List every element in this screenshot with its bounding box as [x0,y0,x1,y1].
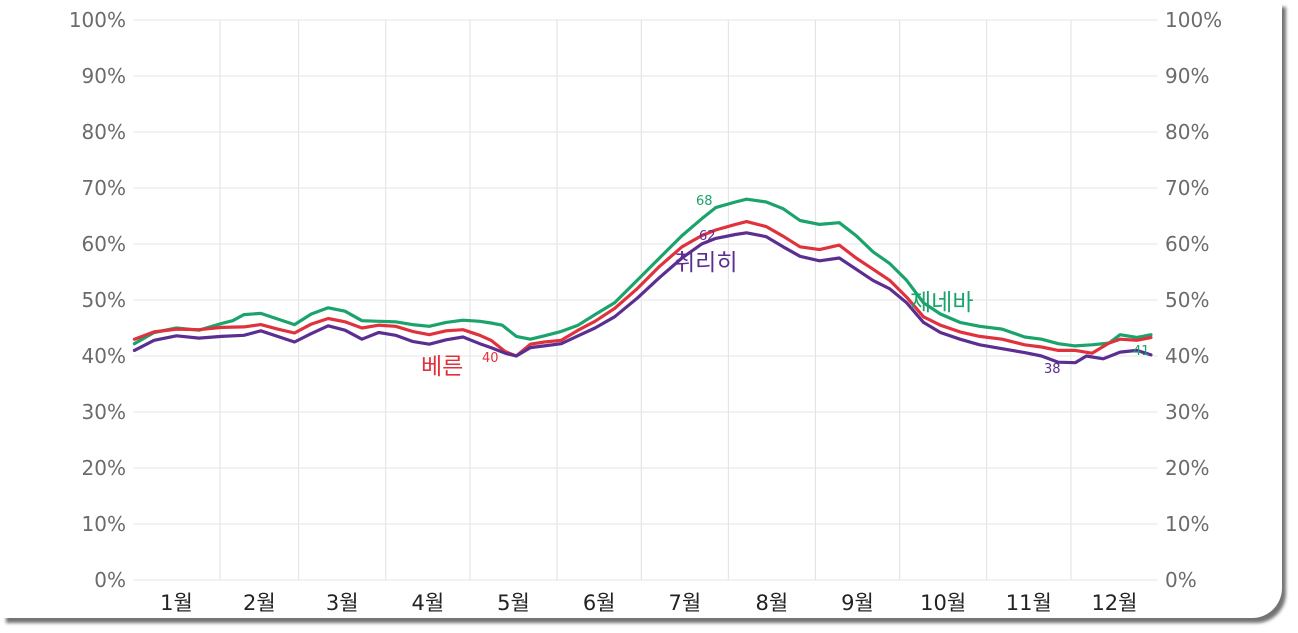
month-label: 5월 [497,591,530,615]
value-label-zurich-max: 62 [699,229,716,244]
y-tick-right: 40% [1165,344,1209,368]
series-line-0 [132,197,1153,348]
month-label: 8월 [756,591,789,615]
chart-card: 0% 10% 20% 30% 40% 50% 60% 70% 80% 90% 100% 0% 10% 2… [2,2,1282,618]
x-axis-months: 1월 2월 3월 4월 5월 6월 7월 8월 9월 10월 11월 12월 [160,591,1137,615]
y-tick-left: 90% [82,64,126,88]
y-tick-left: 0% [94,568,126,592]
month-label: 6월 [583,591,616,615]
y-tick-left: 100% [69,8,126,32]
y-tick-right: 70% [1165,176,1209,200]
y-tick-left: 30% [82,400,126,424]
series-name-bern: 베른 [421,354,463,380]
y-axis-right: 0% 10% 20% 30% 40% 50% 60% 70% 80% 90% 100% [1165,8,1222,592]
y-tick-right: 30% [1165,400,1209,424]
value-label-geneva-end: 41 [1133,344,1150,359]
y-tick-right: 0% [1165,568,1197,592]
series-line-2 [132,231,1153,365]
series-lines [132,197,1153,365]
y-axis-left: 0% 10% 20% 30% 40% 50% 60% 70% 80% 90% 100% [69,8,126,592]
month-label: 1월 [160,591,193,615]
horizontal-gridlines [133,19,1158,581]
y-tick-left: 70% [82,176,126,200]
value-label-bern-min: 40 [482,351,499,366]
month-label: 9월 [841,591,874,615]
month-label: 7월 [668,591,701,615]
y-tick-left: 40% [82,344,126,368]
y-tick-left: 10% [82,512,126,536]
value-label-geneva-max: 68 [696,194,713,209]
series-name-zurich: 취리히 [674,250,737,276]
month-label: 10월 [920,591,966,615]
month-label: 2월 [243,591,276,615]
y-tick-left: 80% [82,120,126,144]
series-line-1 [132,220,1153,358]
series-name-geneva: 제네바 [910,290,973,316]
y-tick-right: 10% [1165,512,1209,536]
month-label: 3월 [326,591,359,615]
y-tick-right: 90% [1165,64,1209,88]
y-tick-right: 50% [1165,288,1209,312]
month-label: 4월 [412,591,445,615]
climate-line-chart: 0% 10% 20% 30% 40% 50% 60% 70% 80% 90% 100% 0% 10% 2… [69,8,1222,615]
y-tick-left: 50% [82,288,126,312]
y-tick-right: 20% [1165,456,1209,480]
month-label: 11월 [1006,591,1052,615]
y-tick-left: 60% [82,232,126,256]
y-tick-right: 60% [1165,232,1209,256]
y-tick-left: 20% [82,456,126,480]
y-tick-right: 100% [1165,8,1222,32]
month-label: 12월 [1091,591,1137,615]
y-tick-right: 80% [1165,120,1209,144]
value-label-zurich-min: 38 [1044,362,1061,377]
